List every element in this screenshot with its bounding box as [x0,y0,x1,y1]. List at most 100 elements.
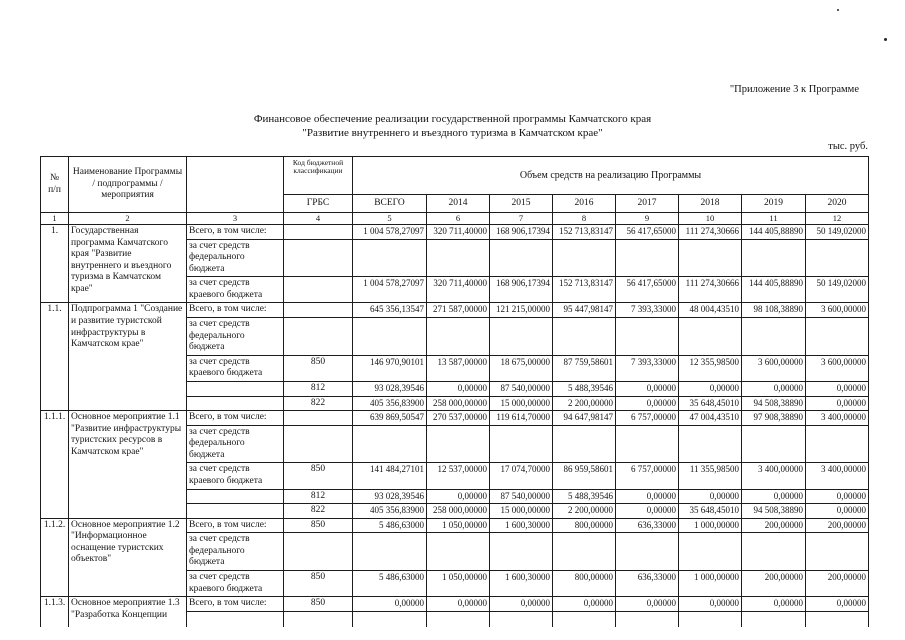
row-grbs: 850 [283,570,353,598]
row-value [352,238,427,278]
row-value: 0,00000 [804,503,870,519]
row-value: 0,00000 [615,395,679,412]
row-value: 1 050,00000 [426,570,490,598]
row-value: 645 356,13547 [352,302,427,319]
row-value: 152 713,83147 [552,224,616,240]
column-number: 4 [283,212,353,225]
row-name: Основное мероприятие 1.1 "Развитие инфра… [68,410,187,519]
row-value: 144 405,88890 [741,224,806,240]
year-column-header: 2014 [426,194,490,213]
row-value: 258 000,00000 [426,503,490,519]
row-value [678,238,742,278]
col-header-name: Наименование Программы / подпрограммы / … [68,156,187,213]
row-value [552,424,616,464]
row-value: 0,00000 [678,488,742,505]
row-value: 35 648,45010 [678,503,742,519]
row-value: 2 200,00000 [552,503,616,519]
column-number-row: 1 2 3 4 5 6 7 8 9 10 11 12 [40,212,870,225]
column-number: 3 [186,212,284,225]
row-value: 0,00000 [741,596,806,612]
col-header-num: № п/п [40,156,69,213]
row-value: 320 711,40000 [426,224,490,240]
row-value: 3 400,00000 [804,462,870,490]
row-value: 270 537,00000 [426,410,490,426]
row-breakdown-label: за счет средств краевого бюджета [186,354,284,382]
row-grbs [283,276,353,304]
row-name: Государственная программа Камчатского кр… [68,223,187,304]
row-value [615,424,679,464]
row-name: Основное мероприятие 1.2 "Информационное… [68,517,187,598]
row-value [804,317,870,356]
row-value: 50 149,02000 [804,224,870,240]
row-value [615,317,679,356]
row-name: Подпрограмма 1 "Создание и развитие тури… [68,302,187,412]
row-value: 5 488,39546 [552,488,616,505]
row-breakdown-label: за счет средств федерального бюджета [186,532,284,572]
row-value: 800,00000 [552,517,616,534]
row-value [741,238,806,278]
row-index: 1.1.1. [40,410,69,519]
table-row: за счет средств федерального бюджета [41,317,870,356]
row-index: 1. [40,223,69,304]
column-number: 2 [68,212,187,225]
row-value: 271 587,00000 [426,302,490,319]
row-value [489,238,553,278]
row-value: 7 393,33000 [615,302,679,319]
table-row: за счет средств федерального бюджета [41,238,870,278]
finance-table-container: № п/п Наименование Программы / подпрогра… [40,156,870,627]
row-value: 144 405,88890 [741,276,806,304]
row-value: 405 356,83900 [352,395,427,412]
row-value: 7 393,33000 [615,354,679,382]
year-column-header: 2018 [678,194,742,213]
year-column-header: 2016 [552,194,616,213]
column-number: 9 [615,212,679,225]
row-value: 11 355,98500 [678,462,742,490]
row-grbs [283,224,353,240]
row-value: 405 356,83900 [352,503,427,519]
row-value: 0,00000 [615,503,679,519]
row-grbs: 850 [283,517,353,534]
row-value: 87 540,00000 [489,380,553,397]
row-value: 6 757,00000 [615,410,679,426]
row-grbs [283,424,353,464]
row-value: 0,00000 [741,380,806,397]
table-row: 1.1.1. Основное мероприятие 1.1 "Развитие… [40,410,870,519]
table-row: 812 93 028,39546 0,00000 87 540,00000 5 488,… [41,488,870,505]
row-value: 86 959,58601 [552,462,616,490]
row-value [804,424,870,464]
year-column-header: 2015 [489,194,553,213]
row-value: 320 711,40000 [426,276,490,304]
row-value [741,532,806,572]
row-breakdown-label: Всего, в том числе: [186,517,284,534]
col-header-breakdown [186,156,284,213]
row-value: 56 417,65000 [615,224,679,240]
row-value: 0,00000 [804,488,870,505]
row-value [552,532,616,572]
row-value: 639 869,50547 [352,410,427,426]
row-value: 48 004,43510 [678,302,742,319]
table-header: № п/п Наименование Программы / подпрогра… [40,156,870,225]
table-row: 1.1.2. Основное мероприятие 1.2 "Информац… [40,517,870,598]
row-breakdown-label: за счет средств краевого бюджета [186,570,284,598]
row-value: 18 675,00000 [489,354,553,382]
row-name: Основное мероприятие 1.3 "Разработка Кон… [68,596,187,627]
row-grbs [283,238,353,278]
row-value: 98 108,38890 [741,302,806,319]
empty-cell [552,610,616,627]
row-value: 0,00000 [615,596,679,612]
row-value: 636,33000 [615,517,679,534]
row-value: 0,00000 [741,488,806,505]
row-value [741,317,806,356]
row-index: 1.1.3. [40,596,69,627]
table-header-row-2: ГРБС ВСЕГО 2014 2015 2016 2017 2018 2019 2020 [41,194,870,213]
table-row: 1.1. Подпрограмма 1 "Создание и развитие … [40,302,870,412]
row-value: 6 757,00000 [615,462,679,490]
table-header-row-1: № п/п Наименование Программы / подпрогра… [40,156,870,213]
col-header-total: ВСЕГО [352,194,427,213]
row-value: 13 587,00000 [426,354,490,382]
row-breakdown-label: Всего, в том числе: [186,596,284,612]
finance-table: № п/п Наименование Программы / подпрогра… [40,156,870,627]
row-value: 1 000,00000 [678,517,742,534]
row-value: 168 906,17394 [489,276,553,304]
row-grbs: 850 [283,354,353,382]
